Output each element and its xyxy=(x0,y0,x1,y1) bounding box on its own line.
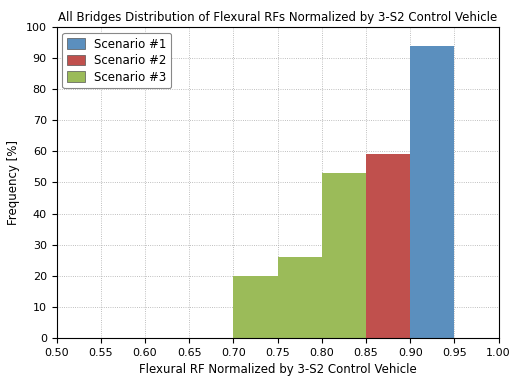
Bar xyxy=(366,154,410,338)
Bar xyxy=(322,173,366,338)
Bar xyxy=(278,257,322,338)
Bar xyxy=(410,329,454,338)
Bar xyxy=(366,270,410,338)
Title: All Bridges Distribution of Flexural RFs Normalized by 3-S2 Control Vehicle: All Bridges Distribution of Flexural RFs… xyxy=(58,11,497,24)
Bar xyxy=(410,46,454,338)
Bar xyxy=(233,276,278,338)
Y-axis label: Frequency [%]: Frequency [%] xyxy=(7,140,20,225)
Legend: Scenario #1, Scenario #2, Scenario #3: Scenario #1, Scenario #2, Scenario #3 xyxy=(62,33,171,88)
X-axis label: Flexural RF Normalized by 3-S2 Control Vehicle: Flexural RF Normalized by 3-S2 Control V… xyxy=(139,363,416,376)
